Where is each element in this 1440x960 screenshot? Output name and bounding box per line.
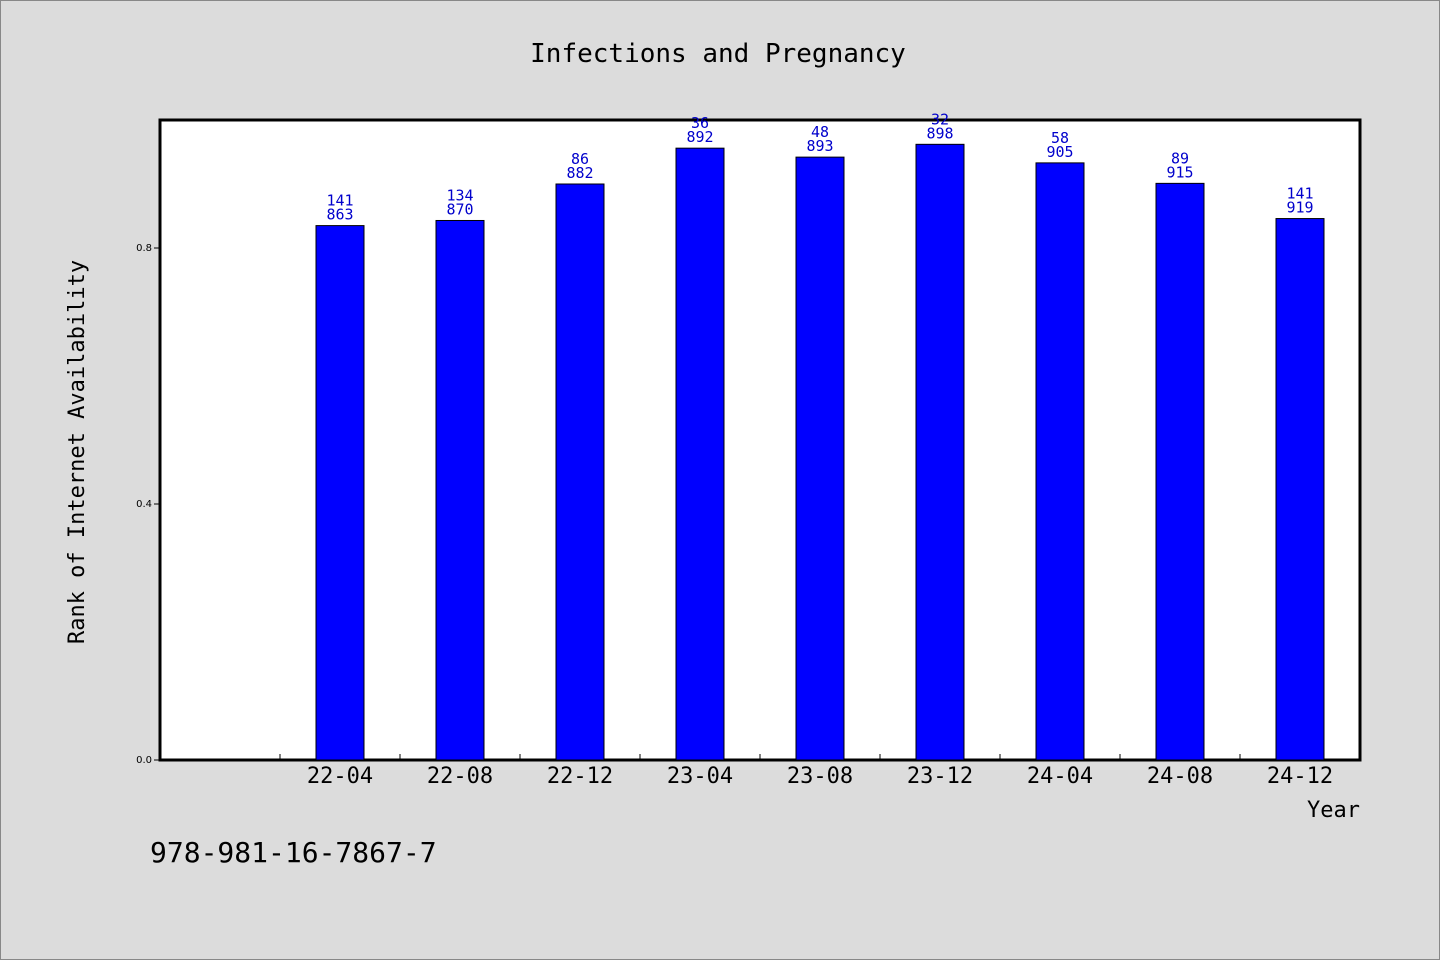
bar bbox=[915, 143, 965, 761]
bar-label-top: 89 bbox=[1171, 149, 1189, 167]
bars-group bbox=[315, 143, 1325, 761]
bar-label-bottom: 892 bbox=[686, 128, 713, 146]
y-tick-label: 0.8 bbox=[136, 243, 152, 254]
bar-label-top: 32 bbox=[931, 110, 949, 128]
isbn-text: 978-981-16-7867-7 bbox=[150, 836, 437, 869]
bar-label-top: 48 bbox=[811, 123, 829, 141]
bar bbox=[315, 225, 365, 761]
bar-label-bottom: 919 bbox=[1286, 199, 1313, 217]
x-tick-label: 22-12 bbox=[547, 764, 613, 789]
y-axis: 0.0 0.4 0.8 bbox=[136, 243, 160, 766]
bar-label-bottom: 905 bbox=[1046, 143, 1073, 161]
bar bbox=[555, 183, 605, 761]
bar-label-bottom: 898 bbox=[926, 124, 953, 142]
bar-label-top: 134 bbox=[446, 186, 473, 204]
x-tick-label: 22-08 bbox=[427, 764, 493, 789]
bar-label-bottom: 915 bbox=[1166, 163, 1193, 181]
bar-label-bottom: 863 bbox=[326, 206, 353, 224]
bar-label-bottom: 870 bbox=[446, 200, 473, 218]
y-tick-label: 0.0 bbox=[136, 755, 152, 766]
x-tick-label: 23-04 bbox=[667, 764, 733, 789]
x-axis: 22-04 22-08 22-12 23-04 23-08 23-12 24-04 24-08… bbox=[279, 754, 1361, 789]
y-axis-label: Rank of Internet Availability bbox=[65, 260, 90, 644]
x-tick-label: 22-04 bbox=[307, 764, 373, 789]
bar-label-top: 141 bbox=[1286, 185, 1313, 203]
bar bbox=[795, 156, 845, 761]
y-tick-label: 0.4 bbox=[136, 499, 152, 510]
bar-label-top: 86 bbox=[571, 150, 589, 168]
bar bbox=[1035, 162, 1085, 761]
bar bbox=[435, 219, 485, 761]
x-tick-label: 23-08 bbox=[787, 764, 853, 789]
bar bbox=[1155, 182, 1205, 761]
bar bbox=[1275, 218, 1325, 761]
x-tick-label: 23-12 bbox=[907, 764, 973, 789]
x-tick-label: 24-08 bbox=[1147, 764, 1213, 789]
x-axis-label: Year bbox=[1307, 798, 1360, 823]
bar-label-top: 36 bbox=[691, 114, 709, 132]
bar-label-top: 141 bbox=[326, 192, 353, 210]
bar-label-bottom: 882 bbox=[566, 164, 593, 182]
chart-title: Infections and Pregnancy bbox=[530, 39, 906, 69]
x-tick-label: 24-12 bbox=[1267, 764, 1333, 789]
bar bbox=[675, 147, 725, 761]
bar-label-top: 58 bbox=[1051, 129, 1069, 147]
bar-label-bottom: 893 bbox=[806, 137, 833, 155]
x-tick-label: 24-04 bbox=[1027, 764, 1093, 789]
